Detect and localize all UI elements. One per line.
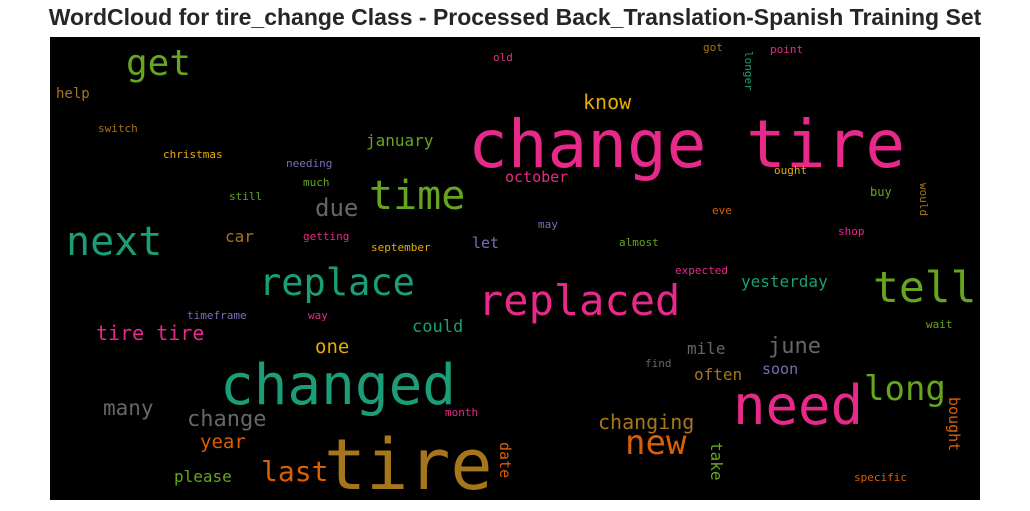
word-october: october	[505, 168, 569, 186]
word-almost: almost	[619, 236, 659, 249]
word-due: due	[315, 194, 359, 222]
word-longer: longer	[742, 51, 755, 91]
word-date: date	[496, 442, 514, 479]
word-january: january	[366, 131, 434, 150]
word-cloud: change tire tire changed need replaced n…	[50, 37, 980, 500]
word-june: june	[768, 334, 821, 359]
word-change-tire: change tire	[468, 106, 906, 183]
word-tire: tire	[324, 424, 493, 500]
word-ought: ought	[774, 164, 808, 177]
word-let: let	[472, 234, 500, 252]
word-timeframe: timeframe	[187, 309, 247, 322]
word-yesterday: yesterday	[741, 272, 828, 291]
word-needing: needing	[286, 157, 333, 170]
word-still: still	[229, 190, 263, 203]
word-specific: specific	[854, 471, 907, 484]
word-get: get	[126, 43, 192, 84]
word-please: please	[174, 467, 232, 486]
word-many: many	[103, 396, 154, 420]
word-shop: shop	[838, 225, 865, 238]
word-expected: expected	[675, 264, 728, 277]
word-take: take	[707, 442, 726, 481]
word-time: time	[369, 173, 466, 219]
word-year: year	[200, 431, 246, 453]
word-wait: wait	[926, 318, 953, 331]
word-car: car	[225, 227, 254, 246]
word-got: got	[703, 41, 723, 54]
word-long: long	[864, 369, 946, 409]
word-next: next	[66, 219, 163, 265]
word-replace: replace	[259, 261, 415, 304]
figure-title: WordCloud for tire_change Class - Proces…	[48, 4, 982, 30]
word-could: could	[412, 317, 464, 337]
word-tire-tire: tire tire	[96, 321, 205, 345]
word-help: help	[56, 86, 90, 102]
word-need: need	[733, 374, 864, 437]
word-changing: changing	[598, 410, 695, 434]
word-often: often	[694, 365, 743, 384]
word-way: way	[308, 309, 328, 322]
word-point: point	[770, 43, 804, 56]
word-september: september	[371, 241, 431, 254]
word-christmas: christmas	[163, 148, 223, 161]
word-one: one	[315, 336, 350, 358]
word-old: old	[493, 51, 513, 64]
word-tell: tell	[873, 263, 977, 313]
word-much: much	[303, 176, 330, 189]
word-eve: eve	[712, 204, 732, 217]
word-changed: changed	[220, 353, 457, 418]
word-month: month	[445, 406, 479, 419]
word-buy: buy	[870, 185, 892, 199]
word-getting: getting	[303, 230, 350, 243]
word-new: new	[625, 423, 687, 463]
word-change: change	[187, 407, 267, 432]
word-replaced: replaced	[478, 276, 681, 325]
word-switch: switch	[98, 122, 138, 135]
word-mile: mile	[687, 339, 726, 358]
word-find: find	[645, 357, 672, 370]
word-may: may	[538, 218, 558, 231]
word-know: know	[583, 90, 632, 114]
word-last: last	[261, 455, 329, 488]
word-bought: bought	[945, 397, 963, 452]
word-would: would	[917, 183, 930, 217]
word-soon: soon	[762, 360, 799, 378]
